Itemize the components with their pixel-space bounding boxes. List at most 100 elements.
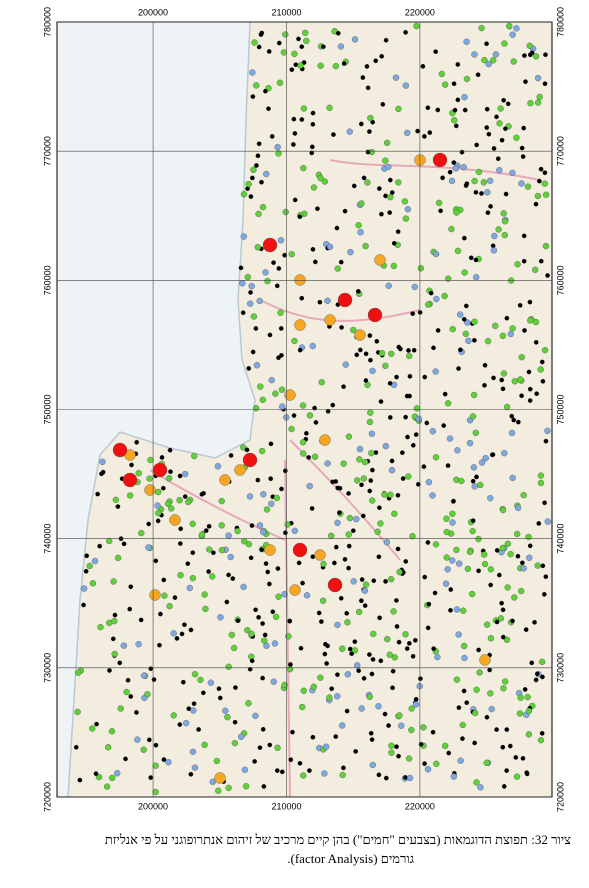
sample-point <box>507 743 513 749</box>
sample-point <box>385 282 392 289</box>
sample-point <box>155 509 162 517</box>
sample-point <box>463 183 469 188</box>
sample-point <box>441 292 448 300</box>
sample-point <box>537 472 545 479</box>
sample-point <box>249 523 255 528</box>
sample-point <box>396 712 403 719</box>
sample-point <box>508 429 516 437</box>
sample-point <box>482 454 489 462</box>
sample-point <box>273 494 280 502</box>
sample-point <box>543 52 548 58</box>
sample-point <box>178 526 184 532</box>
sample-point <box>104 744 112 751</box>
sample-point <box>484 125 490 130</box>
sample-point <box>355 288 361 294</box>
sample-point <box>309 144 315 150</box>
sample-point <box>152 762 159 769</box>
sample-point <box>466 548 474 556</box>
sample-point <box>507 550 514 558</box>
sample-point <box>225 663 232 670</box>
sample-point <box>411 347 417 353</box>
sample-point <box>159 455 165 460</box>
sample-point <box>353 749 359 754</box>
sample-point <box>324 314 336 326</box>
sample-point <box>491 375 496 381</box>
sample-point <box>361 587 369 594</box>
sample-point <box>153 558 159 564</box>
sample-point <box>494 727 499 732</box>
sample-point <box>415 415 422 423</box>
sample-point <box>384 139 391 147</box>
sample-point <box>179 631 185 637</box>
sample-point <box>472 740 477 746</box>
sample-point <box>499 377 505 383</box>
sample-point <box>300 687 307 694</box>
sample-point <box>514 530 521 538</box>
sample-point <box>527 317 534 324</box>
sample-point <box>488 582 493 588</box>
sample-point <box>138 617 144 623</box>
sample-point <box>470 464 478 471</box>
sample-point <box>527 386 533 392</box>
sample-point <box>255 210 262 218</box>
y-tick-label: 770000 <box>555 136 565 166</box>
sample-point <box>95 774 103 781</box>
x-tick-label: 220000 <box>405 7 435 17</box>
sample-point <box>279 486 284 492</box>
sample-point <box>396 639 402 645</box>
sample-point <box>332 62 340 70</box>
sample-point <box>484 189 491 196</box>
sample-point <box>112 442 128 458</box>
sample-point <box>148 775 154 780</box>
sample-point <box>286 666 294 673</box>
sample-point <box>280 49 288 56</box>
sample-point <box>265 569 271 575</box>
sample-point <box>471 51 478 58</box>
sample-point <box>390 668 396 674</box>
sample-point <box>255 477 261 483</box>
sample-point <box>123 688 130 696</box>
sample-point <box>543 574 549 580</box>
sample-point <box>391 240 397 246</box>
sample-point <box>334 693 341 700</box>
sample-point <box>446 435 454 442</box>
sample-point <box>433 49 438 55</box>
sample-point <box>256 141 262 147</box>
sample-point <box>510 58 517 65</box>
sample-point <box>111 650 118 658</box>
sample-point <box>342 556 348 562</box>
sample-point <box>451 117 458 124</box>
sample-point <box>299 439 307 446</box>
sample-point <box>349 651 354 656</box>
sample-point <box>344 610 350 616</box>
sample-point <box>75 669 82 676</box>
sample-point <box>109 774 116 782</box>
sample-point <box>276 266 282 271</box>
sample-point <box>218 497 225 505</box>
sample-point <box>128 694 134 699</box>
sample-point <box>213 757 221 765</box>
sample-point <box>244 273 251 281</box>
sample-point <box>383 539 391 546</box>
y-tick-label: 760000 <box>42 265 52 295</box>
sample-point <box>282 208 289 216</box>
sample-point <box>134 439 140 445</box>
sample-point <box>376 772 382 778</box>
sample-point <box>333 734 339 739</box>
sample-point <box>344 619 351 626</box>
x-tick-label: 210000 <box>271 7 301 17</box>
sample-point <box>411 283 418 291</box>
sample-point <box>500 370 508 377</box>
sample-point <box>334 265 341 272</box>
sample-point <box>496 167 503 174</box>
x-tick-label: 210000 <box>271 801 301 811</box>
sample-point <box>377 615 382 621</box>
sample-point <box>169 514 181 526</box>
sample-point <box>461 316 467 322</box>
sample-point <box>357 347 363 353</box>
sample-point <box>370 467 375 473</box>
sample-point <box>477 784 484 791</box>
sample-point <box>376 186 382 191</box>
sample-point <box>351 647 358 654</box>
map: 200000 200000 210000 210000 220000 220000 7200… <box>42 7 565 812</box>
